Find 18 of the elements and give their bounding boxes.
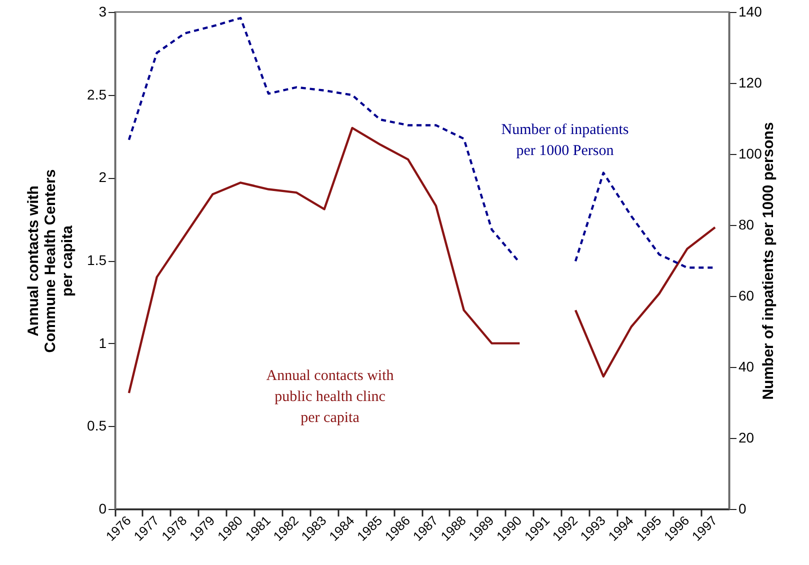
series-label: Number of inpatients per 1000 Person (501, 122, 629, 159)
y-tick-label: 1.5 (87, 252, 107, 268)
y-tick-label: 0 (98, 500, 107, 516)
y2-tick-label: 20 (738, 430, 754, 446)
y2-tick-label: 100 (738, 146, 762, 162)
y2-tick-label: 140 (738, 4, 762, 20)
y2-tick-label: 40 (738, 358, 754, 374)
text: Annual contacts with public health clinc per capita (266, 368, 394, 426)
y2-tick-label: 80 (738, 216, 754, 232)
y-tick-label: 2 (98, 169, 107, 186)
y-tick-label: 1 (98, 334, 107, 351)
y-tick-label: 2.5 (87, 86, 107, 102)
y-axis-title: Annual contacts with Commune Health Centers per capita (25, 169, 76, 353)
y-tick-label: 0.5 (87, 418, 107, 434)
y2-tick-label: 60 (738, 288, 754, 304)
y-tick-label: 3 (98, 4, 107, 20)
y2-tick-label: 0 (738, 500, 746, 516)
y2-tick-label: 120 (738, 74, 762, 90)
